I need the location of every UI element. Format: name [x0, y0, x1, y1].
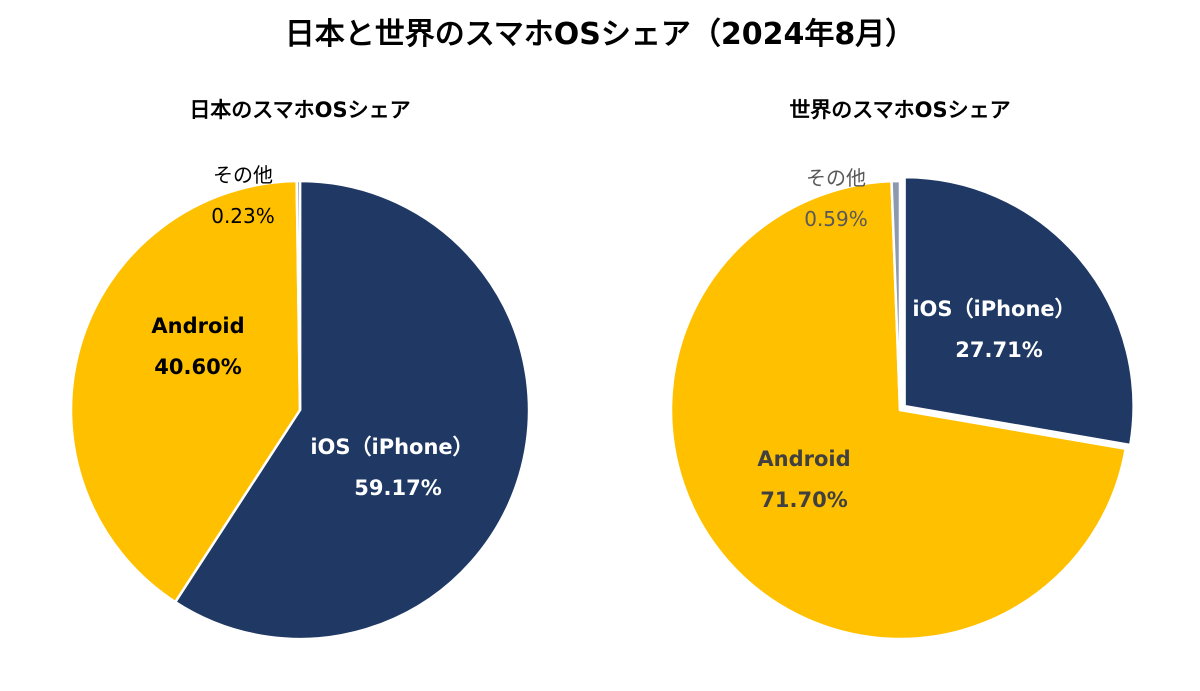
label-japan-android: Android — [151, 314, 244, 338]
slice-japan-android — [69, 179, 302, 604]
value-world-other: 0.59% — [804, 207, 868, 231]
value-japan-android: 40.60% — [154, 355, 241, 379]
chart-title-world: 世界のスマホOSシェア — [789, 98, 1010, 122]
label-world-ios: iOS（iPhone） — [912, 297, 1075, 321]
slice-japan-other — [295, 179, 302, 412]
main-title: 日本と世界のスマホOSシェア（2024年8月） — [285, 17, 916, 52]
slice-japan-ios — [173, 179, 531, 641]
chart-japan: 日本のスマホOSシェア iOS（iPhone） 59.17% Android 4… — [69, 98, 531, 641]
value-world-ios: 27.71% — [955, 338, 1042, 362]
value-japan-ios: 59.17% — [354, 476, 441, 500]
value-world-android: 71.70% — [760, 488, 847, 512]
slices-world — [669, 175, 1135, 641]
slices-japan — [69, 179, 531, 641]
label-japan-other: その他 — [213, 163, 273, 187]
slice-world-android — [669, 179, 1127, 641]
slice-world-other — [890, 179, 902, 412]
value-japan-other: 0.23% — [211, 204, 275, 228]
label-japan-ios: iOS（iPhone） — [310, 435, 473, 459]
label-world-other: その他 — [806, 166, 866, 190]
chart-world: 世界のスマホOSシェア iOS（iPhone） 27.71% Android 7… — [669, 98, 1135, 641]
chart-title-japan: 日本のスマホOSシェア — [189, 98, 410, 122]
label-world-android: Android — [757, 447, 850, 471]
slice-world-ios — [903, 175, 1135, 447]
